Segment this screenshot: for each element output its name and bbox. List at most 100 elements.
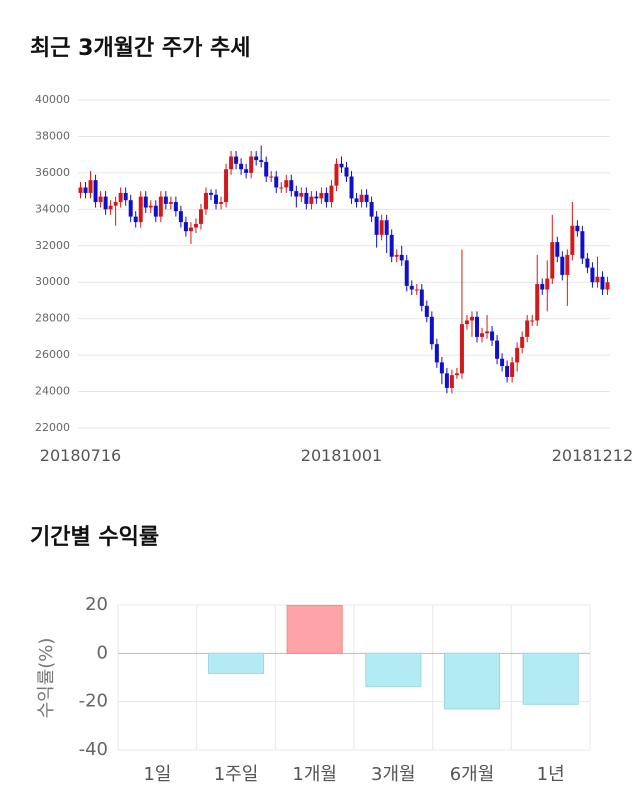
- candle-body: [515, 347, 520, 363]
- candle-body: [294, 191, 299, 197]
- candle-body: [469, 316, 474, 321]
- candle-body: [319, 192, 324, 199]
- candle-body: [118, 192, 123, 203]
- candle-body: [480, 333, 485, 337]
- candle-body: [93, 180, 98, 203]
- candle-body: [389, 234, 394, 257]
- candle-body: [424, 305, 429, 317]
- candle-body: [495, 340, 500, 359]
- y-tick-label: 30000: [35, 275, 70, 288]
- candle-body: [138, 196, 143, 223]
- candle-body: [279, 187, 284, 189]
- candle-body: [259, 160, 264, 162]
- bar: [522, 652, 579, 705]
- candle-body: [449, 375, 454, 388]
- candle-body: [83, 187, 88, 193]
- candle-body: [304, 192, 309, 204]
- bar: [286, 604, 343, 654]
- x-tick-label: 1주일: [214, 764, 259, 785]
- candle-body: [334, 163, 339, 186]
- candle-body: [193, 223, 198, 228]
- candle-body: [399, 254, 404, 261]
- candle-body: [585, 258, 590, 268]
- candle-body: [605, 282, 610, 290]
- x-tick-label: 1일: [143, 764, 171, 785]
- candle-body: [254, 156, 259, 161]
- y-tick-label: -40: [79, 739, 108, 760]
- candle-body: [289, 180, 294, 192]
- candle-body: [299, 192, 304, 197]
- candle-body: [349, 176, 354, 199]
- candle-body: [314, 196, 319, 199]
- bar: [365, 652, 422, 688]
- candle-body: [565, 254, 570, 275]
- candle-body: [434, 344, 439, 363]
- candle-body: [284, 180, 289, 188]
- candle-body: [535, 284, 540, 321]
- candle-body: [148, 205, 153, 208]
- candle-body: [178, 211, 183, 223]
- candle-body: [183, 222, 188, 232]
- candle-body: [103, 196, 108, 210]
- candle-body: [404, 260, 409, 286]
- candle-body: [203, 192, 208, 210]
- y-axis-label: 수익률(%): [36, 638, 57, 719]
- candle-body: [475, 316, 479, 337]
- candle-body: [188, 227, 193, 232]
- candle-body: [244, 169, 249, 173]
- candle-body: [113, 202, 118, 206]
- candle-body: [143, 196, 148, 208]
- candle-body: [464, 320, 469, 325]
- candle-body: [108, 205, 113, 210]
- candle-body: [329, 185, 334, 203]
- candle-body: [359, 194, 364, 203]
- candle-body: [600, 276, 605, 290]
- candle-body: [580, 231, 585, 259]
- candle-body: [339, 163, 344, 168]
- candle-body: [485, 331, 490, 334]
- chart-title: 최근 3개월간 주가 추세: [30, 36, 250, 61]
- candle-body: [394, 254, 399, 257]
- candle-body: [324, 192, 329, 203]
- candle-body: [505, 366, 510, 377]
- candle-body: [555, 242, 560, 257]
- candle-body: [545, 278, 550, 290]
- y-tick-label: 28000: [35, 312, 70, 325]
- candle-body: [163, 196, 168, 204]
- candle-body: [133, 216, 138, 223]
- candle-body: [369, 202, 374, 217]
- candle-body: [219, 202, 224, 204]
- candle-body: [98, 196, 103, 203]
- candle-body: [590, 267, 595, 283]
- candle-body: [173, 202, 178, 212]
- candle-body: [78, 187, 83, 193]
- candle-body: [229, 156, 234, 170]
- candle-body: [530, 320, 535, 322]
- y-tick-label: 32000: [35, 239, 70, 252]
- y-tick-label: 20: [85, 594, 108, 615]
- candle-body: [454, 373, 459, 376]
- candle-body: [520, 336, 525, 348]
- candle-body: [274, 176, 279, 188]
- y-tick-label: 38000: [35, 129, 70, 142]
- candle-body: [158, 196, 163, 217]
- candle-body: [153, 205, 158, 217]
- candle-body: [384, 220, 389, 235]
- candle-body: [168, 202, 173, 204]
- y-tick-label: -20: [79, 691, 108, 712]
- candle-body: [540, 284, 545, 290]
- x-tick-label: 1년: [537, 764, 565, 785]
- x-tick-label: 20181212: [552, 446, 633, 465]
- candle-body: [234, 156, 239, 164]
- y-tick-label: 22000: [35, 421, 70, 434]
- candle-body: [575, 225, 580, 232]
- candle-body: [344, 167, 349, 177]
- candle-body: [419, 289, 424, 306]
- candle-body: [354, 198, 359, 203]
- candle-body: [409, 285, 414, 290]
- candle-body: [239, 163, 244, 170]
- candle-body: [570, 225, 575, 255]
- candle-body: [429, 316, 434, 345]
- candle-body: [444, 373, 449, 388]
- y-tick-label: 36000: [35, 166, 70, 179]
